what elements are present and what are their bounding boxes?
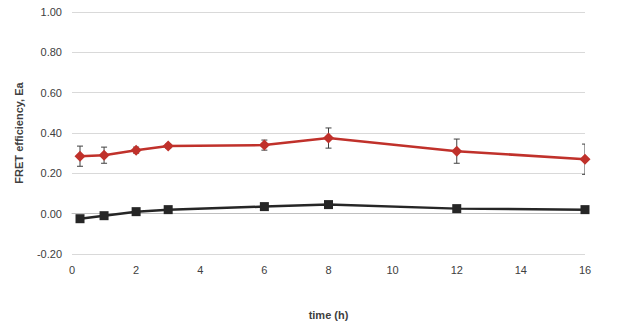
svg-text:10: 10 bbox=[387, 264, 399, 276]
svg-text:12: 12 bbox=[451, 264, 463, 276]
svg-text:0.20: 0.20 bbox=[41, 167, 62, 179]
svg-text:0.80: 0.80 bbox=[41, 46, 62, 58]
svg-text:-0.20: -0.20 bbox=[37, 248, 62, 260]
svg-text:FRET efficiency, Ea: FRET efficiency, Ea bbox=[13, 81, 25, 183]
svg-text:2: 2 bbox=[133, 264, 139, 276]
svg-text:8: 8 bbox=[325, 264, 331, 276]
svg-text:6: 6 bbox=[261, 264, 267, 276]
svg-text:time (h): time (h) bbox=[309, 309, 349, 321]
svg-text:0: 0 bbox=[69, 264, 75, 276]
svg-text:0.40: 0.40 bbox=[41, 127, 62, 139]
svg-text:14: 14 bbox=[515, 264, 527, 276]
svg-text:0.00: 0.00 bbox=[41, 208, 62, 220]
svg-text:0.60: 0.60 bbox=[41, 87, 62, 99]
svg-text:1.00: 1.00 bbox=[41, 6, 62, 18]
svg-text:4: 4 bbox=[197, 264, 203, 276]
svg-text:16: 16 bbox=[579, 264, 591, 276]
